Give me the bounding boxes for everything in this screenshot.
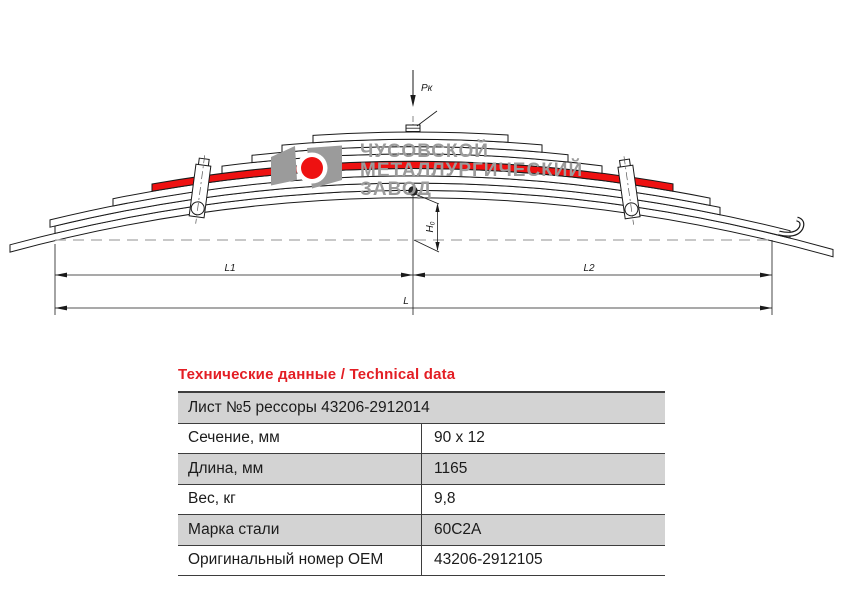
spec-label: Оригинальный номер OEM — [178, 545, 422, 576]
leaf-spring-diagram: ЧУСОВСКОЙ МЕТАЛЛУРГИЧЕСКИЙ ЗАВОД Pк H0 — [9, 70, 834, 315]
spec-value: 90 x 12 — [421, 423, 665, 454]
spec-header-text: Лист №5 рессоры 43206-2912014 — [178, 392, 665, 424]
watermark-text: ЧУСОВСКОЙ МЕТАЛЛУРГИЧЕСКИЙ ЗАВОД — [360, 140, 583, 200]
dimension-l: L — [55, 296, 772, 311]
center-bolt — [405, 110, 438, 196]
spec-header-row: Лист №5 рессоры 43206-2912014 — [178, 392, 665, 424]
manufacturer-logo — [271, 145, 342, 189]
spec-panel: Технические данные / Technical data Лист… — [178, 366, 665, 576]
force-label: Pк — [421, 83, 434, 94]
watermark-line1: ЧУСОВСКОЙ — [360, 140, 489, 162]
spec-title: Технические данные / Technical data — [178, 366, 456, 383]
dim-h0-label: H0 — [425, 221, 437, 232]
bolt-leader-line — [416, 110, 438, 127]
dimension-l2: L2 — [413, 263, 772, 278]
spec-row-length: Длина, мм 1165 — [178, 453, 665, 485]
spec-value: 9,8 — [421, 484, 665, 515]
dimension-h0: H0 — [413, 193, 440, 253]
leaf-end-hook — [778, 216, 805, 237]
leaf-1 — [312, 131, 509, 144]
force-arrow: Pк — [410, 70, 434, 107]
spec-row-weight: Вес, кг 9,8 — [178, 484, 665, 515]
spec-label: Сечение, мм — [178, 423, 422, 454]
dim-l2-label: L2 — [583, 263, 595, 274]
clamp-left — [188, 155, 212, 224]
watermark-line3: ЗАВОД — [360, 179, 432, 200]
spec-label: Марка стали — [178, 514, 422, 546]
spec-value: 1165 — [421, 453, 665, 485]
dimension-l1: L1 — [55, 263, 413, 278]
spec-label: Длина, мм — [178, 453, 422, 485]
dim-l-label: L — [403, 296, 409, 307]
spec-row-oem: Оригинальный номер OEM 43206-2912105 — [178, 545, 665, 576]
spec-label: Вес, кг — [178, 484, 422, 515]
logo-red-dot — [301, 157, 323, 179]
clamp-right — [617, 156, 641, 225]
spec-row-section: Сечение, мм 90 x 12 — [178, 423, 665, 454]
dim-l1-label: L1 — [224, 263, 235, 274]
spec-row-steel: Марка стали 60С2А — [178, 514, 665, 546]
spec-value: 43206-2912105 — [421, 545, 665, 576]
watermark-line2: МЕТАЛЛУРГИЧЕСКИЙ — [360, 159, 583, 181]
spec-table: Лист №5 рессоры 43206-2912014 Сечение, м… — [178, 391, 665, 576]
extension-lines — [54, 196, 773, 315]
force-arrowhead — [410, 95, 416, 107]
spec-value: 60С2А — [421, 514, 665, 546]
